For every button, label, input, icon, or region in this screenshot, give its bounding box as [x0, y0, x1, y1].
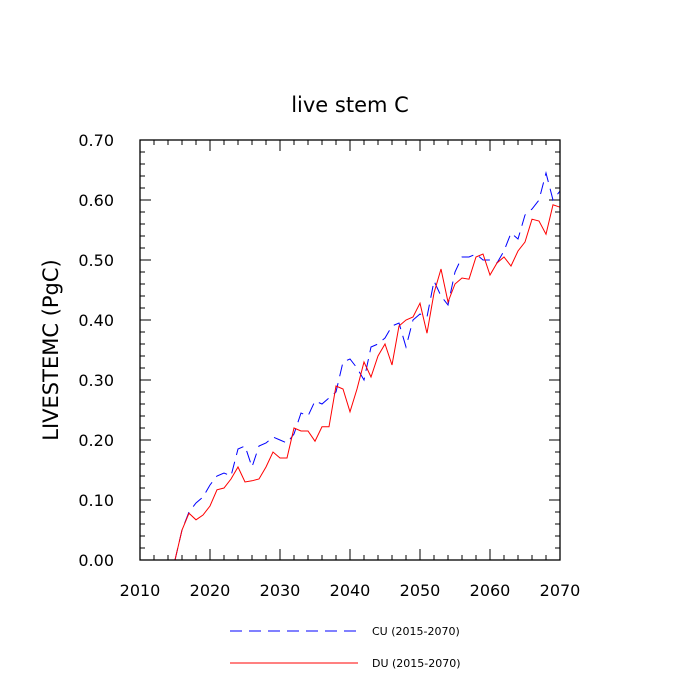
x-tick-label: 2050 [400, 581, 441, 600]
axis-ticks [139, 139, 561, 561]
y-tick-label: 0.20 [78, 431, 114, 450]
x-tick-label: 2070 [540, 581, 581, 600]
y-tick-label: 0.60 [78, 191, 114, 210]
y-tick-label: 0.10 [78, 491, 114, 510]
legend-label: DU (2015-2070) [372, 657, 461, 670]
plot-frame [139, 139, 561, 561]
series-line-cu [174, 171, 561, 561]
series-line-du [174, 204, 561, 561]
chart-title: live stem C [291, 93, 409, 117]
x-tick-label: 2010 [120, 581, 161, 600]
x-tick-label: 2060 [470, 581, 511, 600]
x-tick-label: 2020 [190, 581, 231, 600]
y-tick-label: 0.70 [78, 131, 114, 150]
legend-label: CU (2015-2070) [372, 625, 460, 638]
x-tick-label: 2030 [260, 581, 301, 600]
y-tick-label: 0.30 [78, 371, 114, 390]
y-tick-label: 0.50 [78, 251, 114, 270]
y-axis-label: LIVESTEMC (PgC) [39, 259, 63, 440]
x-tick-label: 2040 [330, 581, 371, 600]
y-tick-label: 0.00 [78, 551, 114, 570]
tick-labels: 2010 2020 2030 2040 2050 2060 2070 0.00 0.10 0.20… [78, 131, 580, 600]
y-tick-label: 0.40 [78, 311, 114, 330]
legend: CU (2015-2070) DU (2015-2070) [230, 625, 461, 670]
series-layer [174, 171, 561, 561]
